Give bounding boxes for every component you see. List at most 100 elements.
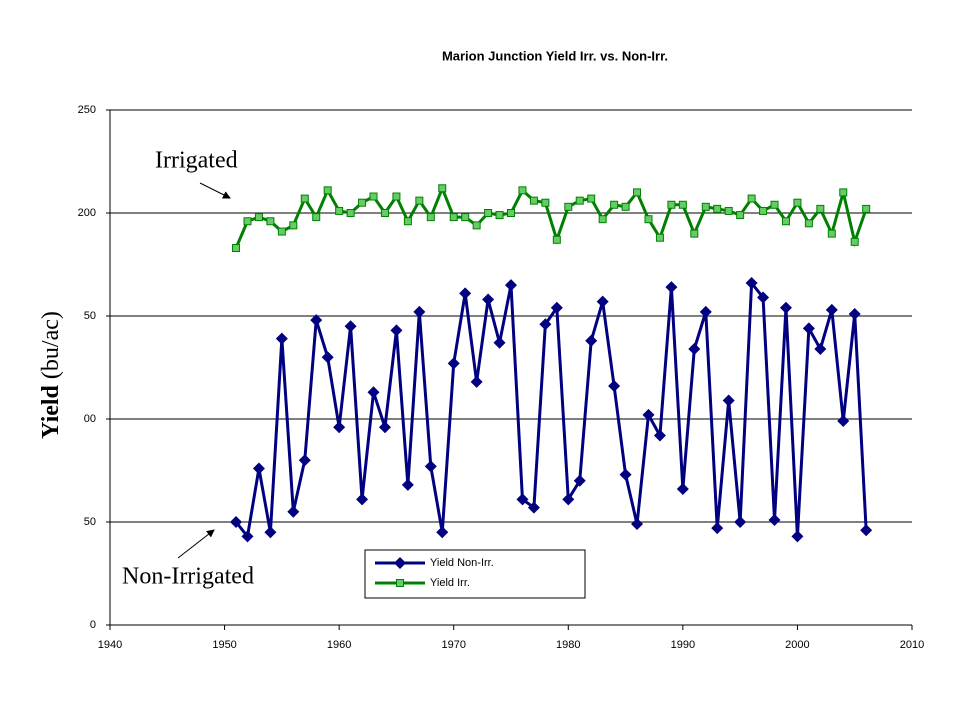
point (459, 287, 472, 300)
y-label-unit: (bu/ac) (38, 311, 64, 379)
point (298, 454, 311, 467)
point (333, 421, 346, 434)
point (690, 229, 699, 238)
point (356, 493, 369, 506)
point (653, 429, 666, 442)
point (621, 202, 630, 211)
point (516, 493, 529, 506)
y-tick-label: 200 (78, 207, 96, 219)
y-tick-label: 250 (78, 104, 96, 116)
point (747, 194, 756, 203)
point (472, 221, 481, 230)
point (781, 217, 790, 226)
point (802, 322, 815, 335)
y-axis-label: Yield (bu/ac) (38, 311, 64, 439)
point (323, 186, 332, 195)
y-tick-label: 50 (84, 516, 96, 528)
legend-label: Yield Irr. (430, 577, 470, 589)
point (243, 217, 252, 226)
point (734, 516, 747, 528)
point (369, 192, 378, 201)
point (552, 235, 561, 244)
point (779, 301, 792, 314)
legend-label: Yield Non-Irr. (430, 557, 494, 569)
point (575, 196, 584, 205)
point (470, 375, 483, 388)
point (241, 530, 254, 543)
point (539, 318, 552, 331)
point (655, 233, 664, 242)
point (346, 209, 355, 217)
y-tick-label: 0 (90, 619, 96, 631)
series-line (234, 278, 868, 540)
point (482, 293, 495, 306)
point (344, 320, 357, 333)
point (266, 217, 275, 226)
point (438, 184, 447, 193)
x-tick-label: 1990 (671, 639, 695, 651)
series-line (234, 184, 868, 249)
point (529, 196, 538, 205)
point (678, 200, 687, 209)
point (711, 522, 724, 535)
chart-title: Marion Junction Yield Irr. vs. Non-Irr. (442, 48, 668, 63)
point (403, 217, 412, 226)
point (367, 386, 380, 399)
point (505, 279, 517, 292)
point (722, 394, 735, 407)
point (541, 198, 550, 207)
legend-marker (396, 579, 404, 587)
point (518, 186, 527, 195)
point (436, 526, 449, 539)
x-tick-label: 1960 (327, 639, 351, 651)
point (814, 342, 827, 355)
point (724, 206, 733, 215)
point (587, 194, 596, 203)
point (232, 244, 241, 253)
point (770, 200, 779, 209)
point (768, 513, 781, 526)
point (550, 301, 563, 314)
point (390, 324, 403, 337)
point (631, 518, 644, 531)
point (804, 219, 813, 228)
point (699, 305, 712, 318)
point (230, 516, 243, 528)
point (585, 334, 598, 347)
point (415, 196, 424, 205)
point (827, 229, 836, 238)
point (816, 204, 825, 213)
point (527, 501, 540, 514)
point (837, 415, 850, 428)
point (667, 200, 676, 209)
point (424, 460, 437, 473)
point (321, 351, 334, 364)
point (825, 303, 838, 316)
point (358, 198, 367, 207)
point (564, 202, 573, 211)
point (619, 468, 632, 481)
point (860, 524, 873, 537)
point (495, 211, 504, 220)
legend-box (364, 549, 586, 599)
point (701, 202, 710, 211)
point (275, 332, 288, 345)
point (848, 307, 861, 320)
annotation: Non-Irrigated (122, 564, 254, 590)
point (310, 314, 323, 327)
point (289, 221, 298, 230)
point (312, 213, 321, 222)
point (378, 421, 391, 434)
x-tick-label: 2010 (900, 639, 924, 651)
point (644, 215, 653, 224)
point (401, 478, 414, 491)
point (596, 295, 609, 308)
point (484, 209, 493, 217)
x-tick-label: 2000 (785, 639, 809, 651)
arrow (177, 529, 215, 559)
point (610, 200, 619, 209)
arrow (199, 182, 231, 199)
point (713, 204, 722, 213)
y-tick-label: 50 (84, 310, 96, 322)
